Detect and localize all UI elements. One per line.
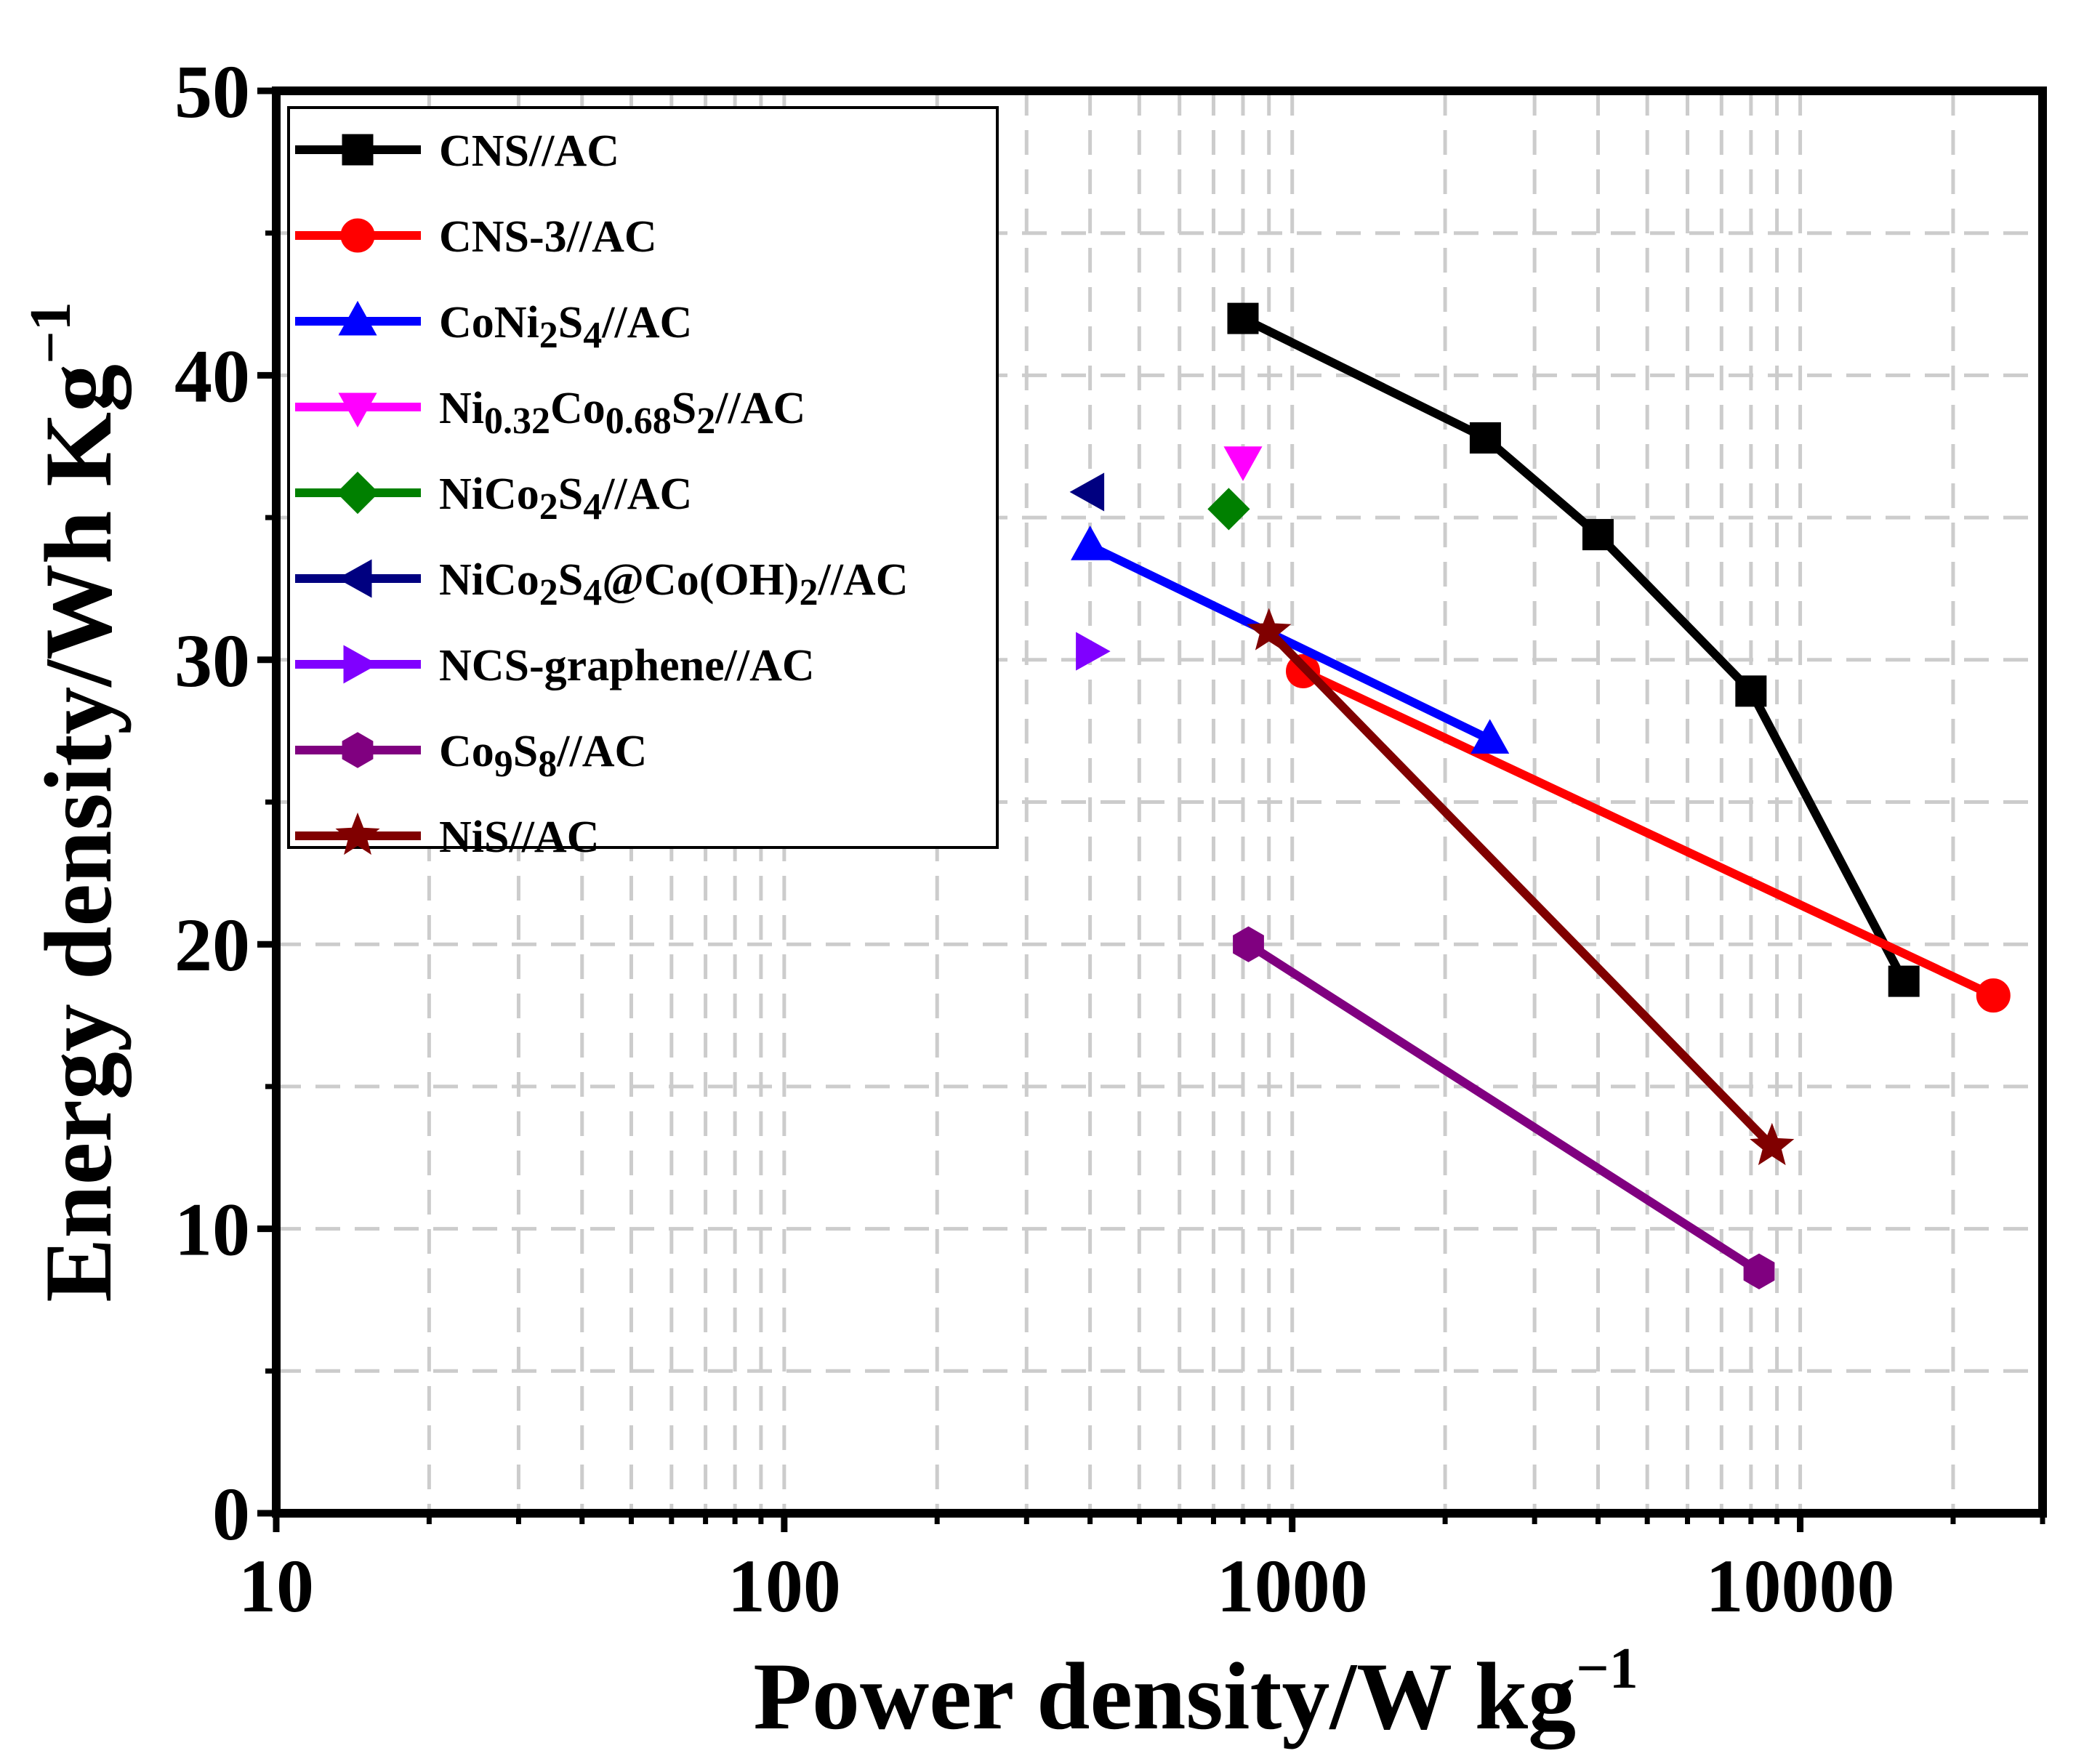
series-6 [1069, 472, 1105, 512]
series-line [1241, 314, 1908, 983]
data-point [1071, 525, 1110, 560]
legend-marker [343, 645, 379, 684]
y-tick-label: 50 [174, 50, 250, 134]
legend-marker [336, 471, 379, 515]
legend-entry: NCS-graphene//AC [295, 641, 815, 690]
y-axis-title: Energy density/Wh Kg−1 [19, 302, 132, 1302]
legend-marker [337, 559, 372, 598]
series-line [1087, 541, 1492, 744]
data-point [1076, 632, 1111, 671]
x-tick-label: 1000 [1217, 1544, 1368, 1628]
series-line [1246, 941, 1762, 1276]
data-point [1207, 488, 1250, 531]
y-tick-label: 20 [174, 903, 250, 987]
data-point [1750, 1122, 1795, 1166]
data-series [1069, 302, 2011, 1290]
series-5 [1207, 488, 1250, 531]
x-axis-title-text: Power density/W kg [753, 1643, 1576, 1749]
y-axis-title-text: Energy density/Wh Kg [25, 364, 132, 1302]
legend-marker [340, 218, 375, 253]
series-3 [1071, 525, 1510, 754]
data-point [1735, 675, 1767, 707]
legend-entry: CoNi2S4//AC [295, 298, 692, 356]
data-point [1582, 519, 1614, 551]
series-4 [1223, 446, 1263, 481]
x-axis-title: Power density/W kg−1 [753, 1637, 1638, 1749]
legend-label: NCS-graphene//AC [439, 641, 815, 690]
legend-label: NiCo2S4@Co(OH)2//AC [439, 555, 908, 613]
legend-entry: Co9S8//AC [295, 727, 647, 785]
data-point [1227, 302, 1259, 334]
data-point [1471, 719, 1510, 754]
legend-marker [342, 732, 374, 768]
data-point [1743, 1253, 1775, 1290]
legend-entry: CNS//AC [295, 126, 619, 176]
legend-entry: NiS//AC [295, 812, 599, 862]
x-axis-title-superscript: −1 [1576, 1637, 1638, 1701]
legend-label: Ni0.32Co0.68S2//AC [439, 384, 805, 442]
y-tick-label: 40 [174, 334, 250, 418]
series-7 [1076, 632, 1111, 671]
legend-entry: Ni0.32Co0.68S2//AC [295, 384, 805, 442]
legend-label: CNS-3//AC [439, 212, 657, 262]
legend-marker [338, 392, 377, 428]
data-point [1069, 472, 1105, 512]
y-axis-title-superscript: −1 [19, 302, 83, 364]
x-tick-label: 10 [238, 1544, 314, 1628]
legend-box [287, 106, 999, 849]
legend-entry: CNS-3//AC [295, 212, 657, 262]
data-point [1888, 965, 1920, 997]
data-point [1233, 926, 1264, 962]
legend-marker [335, 812, 380, 855]
legend: CNS//AC CNS-3//AC CoNi2S4//AC Ni0.32Co0.68S… [287, 106, 999, 862]
legend-entry: NiCo2S4//AC [295, 470, 692, 528]
legend-label: Co9S8//AC [439, 727, 647, 785]
plot-frame [272, 86, 2047, 1518]
series-8 [1233, 926, 1775, 1290]
data-point [1469, 422, 1501, 454]
data-point [1976, 978, 2011, 1013]
legend-marker [338, 300, 377, 336]
legend-label: CoNi2S4//AC [439, 298, 692, 356]
x-tick-label: 100 [728, 1544, 841, 1628]
y-tick-label: 0 [212, 1473, 250, 1556]
series-line [1266, 628, 1776, 1150]
legend-label: NiCo2S4//AC [439, 470, 692, 528]
data-point [1247, 608, 1292, 651]
series-line [1300, 667, 1995, 1000]
y-tick-label: 10 [174, 1188, 250, 1272]
legend-label: NiS//AC [439, 813, 599, 862]
x-tick-label: 10000 [1706, 1544, 1895, 1628]
y-tick-label: 30 [174, 619, 250, 703]
legend-label: CNS//AC [439, 126, 619, 176]
data-point [1223, 446, 1263, 481]
legend-marker [342, 134, 374, 166]
legend-entry: NiCo2S4@Co(OH)2//AC [295, 555, 908, 613]
series-9 [1247, 608, 1795, 1166]
series-1 [1227, 302, 1920, 997]
